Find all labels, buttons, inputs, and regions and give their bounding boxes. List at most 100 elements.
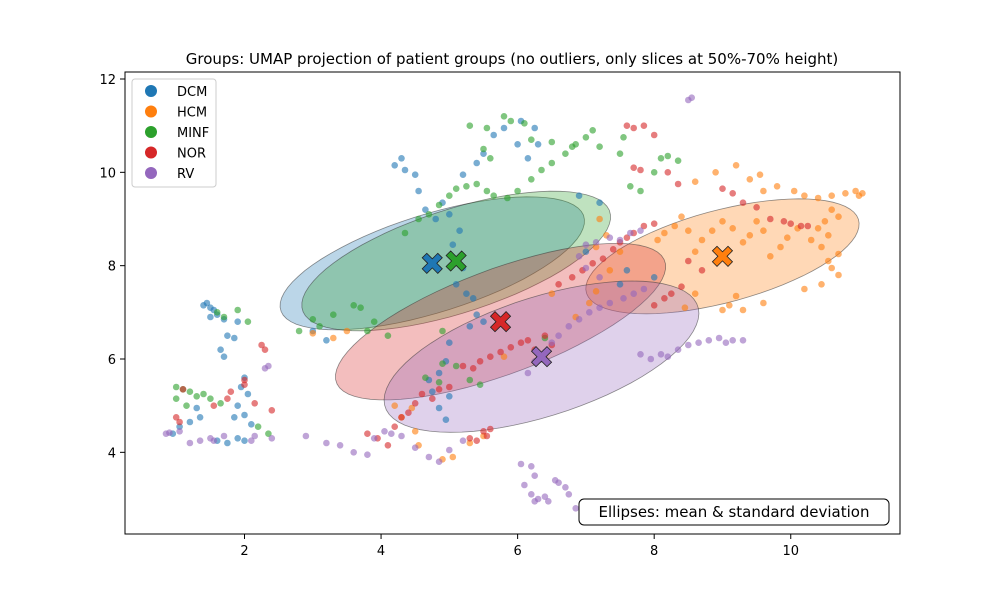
x-axis: 2 4 6 8 10: [240, 534, 799, 559]
nor-point: [480, 428, 487, 435]
minf-point: [186, 388, 194, 396]
hcm-point: [777, 243, 784, 251]
minf-point: [207, 395, 214, 403]
dcm-point: [435, 369, 443, 377]
rv-point: [606, 299, 614, 307]
dcm-point: [241, 411, 248, 419]
dcm-point: [435, 404, 443, 412]
hcm-point: [592, 288, 600, 295]
hcm-point: [309, 330, 317, 337]
nor-point: [497, 348, 504, 356]
rv-point: [695, 339, 702, 347]
hcm-point: [835, 250, 842, 258]
minf-point: [452, 185, 460, 192]
nor-point: [589, 260, 596, 267]
minf-point: [627, 183, 634, 190]
rv-point: [388, 430, 395, 438]
dcm-point: [514, 141, 521, 148]
minf-point: [490, 192, 498, 199]
rv-point: [664, 353, 672, 361]
nor-point: [729, 190, 736, 197]
nor-point: [398, 414, 405, 421]
nor-point: [568, 274, 576, 281]
nor-point: [804, 222, 812, 230]
minf-point: [316, 323, 323, 330]
nor-point: [384, 442, 392, 449]
dcm-point: [391, 162, 399, 169]
minf-point: [466, 122, 474, 129]
hcm-point: [708, 227, 716, 234]
dcm-point: [623, 267, 631, 274]
hcm-point: [726, 302, 733, 309]
rv-point: [637, 351, 644, 358]
nor-point: [476, 358, 484, 365]
dcm-point: [469, 295, 477, 302]
hcm-point: [330, 334, 337, 342]
nor-point: [507, 344, 515, 351]
minf-point: [364, 327, 371, 335]
minf-point: [183, 402, 190, 410]
hcm-point: [842, 190, 849, 197]
minf-point: [568, 143, 576, 150]
dcm-point: [534, 141, 542, 148]
dcm-point: [193, 404, 200, 412]
rv-mean-marker: [530, 346, 553, 368]
rv-point: [210, 437, 218, 445]
hcm-point: [548, 290, 556, 298]
nor-point: [391, 423, 399, 431]
minf-point: [213, 309, 221, 316]
minf-point: [548, 138, 556, 146]
dcm-point: [234, 318, 241, 326]
hcm-point: [807, 236, 815, 244]
minf-point: [528, 176, 535, 183]
minf-point: [422, 374, 429, 382]
minf-point: [596, 143, 603, 150]
rv-point: [555, 332, 562, 340]
hcm-mean-marker: [711, 245, 734, 267]
dcm-point: [524, 155, 532, 162]
rv-point: [637, 227, 644, 234]
nor-point: [435, 386, 443, 393]
hcm-point: [691, 290, 699, 298]
dcm-point: [176, 423, 183, 431]
rv-point: [647, 355, 655, 363]
dcm-point: [224, 439, 231, 447]
hcm-point: [586, 299, 593, 307]
dcm-point: [244, 390, 252, 398]
minf-point: [244, 318, 252, 326]
nor-point: [555, 281, 562, 288]
dcm-point: [234, 435, 241, 442]
hcm-point: [729, 225, 736, 232]
y-tick-label: 6: [108, 353, 116, 368]
nor-point: [668, 290, 675, 298]
nor-point: [429, 395, 436, 403]
rv-point: [575, 316, 583, 323]
nor-point: [258, 341, 265, 349]
hcm-point: [719, 306, 726, 314]
rv-point: [531, 472, 538, 480]
dcm-point: [616, 281, 624, 288]
nor-point: [664, 169, 672, 176]
minf-point: [538, 166, 545, 174]
legend-label-dcm: DCM: [177, 85, 207, 100]
dcm-point: [401, 166, 409, 174]
rv-point: [186, 439, 194, 447]
hcm-point: [661, 229, 668, 237]
rv-point: [425, 453, 433, 461]
minf-point: [589, 127, 596, 134]
hcm-point: [391, 402, 399, 410]
plot-frame: [124, 71, 901, 535]
nor-point: [650, 302, 658, 309]
rv-point: [528, 463, 535, 470]
hcm-point: [821, 218, 829, 225]
hcm-point: [753, 218, 760, 225]
y-tick-label: 10: [99, 166, 116, 181]
minf-point: [616, 150, 624, 157]
dcm-point: [217, 346, 224, 354]
hcm-point: [691, 248, 699, 255]
hcm-point: [801, 192, 808, 199]
dcm-point: [196, 414, 204, 421]
hcm-point: [814, 225, 822, 232]
rv-point: [302, 432, 310, 440]
hcm-point: [732, 162, 740, 169]
